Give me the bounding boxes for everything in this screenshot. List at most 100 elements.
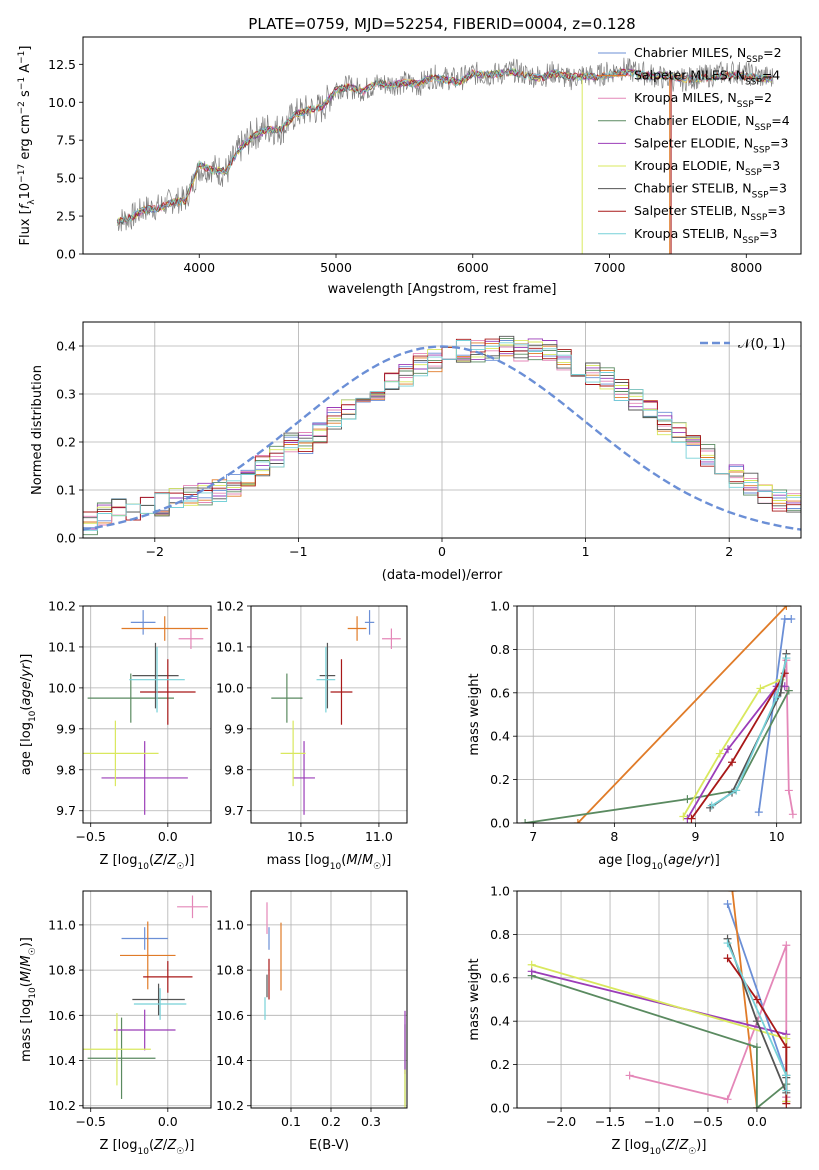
y-tick-label: 0.0 (56, 531, 76, 546)
age-vs-metallicity-panel: −0.5 0.0 9.7 9.8 9.9 10.0 10.1 10.2 Z [log10(Z/Z… (19, 599, 212, 872)
y-tick-label: 0.0 (490, 1101, 510, 1116)
massweight-vs-age-panel: 7 8 9 10 0.0 0.2 0.4 0.6 0.8 1.0 age [log10(age/yr… (467, 599, 802, 872)
massweight-point-marker (707, 801, 716, 810)
x-tick-label: −0.5 (76, 829, 106, 844)
y-tick-label: 9.7 (224, 803, 244, 818)
massweight-point-marker (752, 1017, 761, 1026)
y-tick-label: 10.4 (48, 1053, 76, 1068)
spectrum-y-label: Flux [fλ10−17 erg cm−2 s−1 A−1] (17, 46, 37, 246)
massweight-point-marker (732, 786, 741, 795)
massweight-point-marker (723, 900, 732, 909)
age-vs-Z-x-label: Z [log10(Z/Z☉)] (100, 853, 195, 872)
y-tick-label: 10.0 (48, 680, 76, 695)
massweight-point-marker (573, 819, 582, 823)
y-tick-label: 0.4 (56, 339, 76, 354)
y-tick-label: 0.3 (56, 387, 76, 402)
y-tick-label: 7.5 (56, 133, 76, 148)
x-tick-label: 2 (725, 544, 733, 559)
massweight-point-marker (723, 939, 732, 948)
y-tick-label: 1.0 (490, 599, 510, 614)
y-tick-label: 10.4 (216, 1053, 244, 1068)
mass-vs-metallicity-panel: −0.5 0.0 10.2 10.4 10.6 10.8 11.0 Z [log10(Z/Z☉… (19, 890, 212, 1157)
residuals-x-label: (data-model)/error (382, 568, 503, 583)
y-tick-label: 10.8 (48, 963, 76, 978)
y-tick-label: 10.1 (216, 639, 244, 654)
age-vs-Z-y-label: age [log10(age/yr)] (19, 654, 38, 776)
massweight-vs-age-y-label: mass weight (467, 673, 482, 755)
massweight-point-marker (723, 1095, 732, 1104)
y-tick-label: 10.6 (216, 1008, 244, 1023)
y-tick-label: 11.0 (216, 917, 244, 932)
x-tick-label: −0.5 (693, 1114, 723, 1129)
massweight-point-marker (782, 1071, 791, 1080)
legend-entry: Chabrier ELODIE, NSSP=4 (634, 113, 790, 133)
x-tick-label: 5000 (320, 260, 352, 275)
massweight-series-line (711, 657, 788, 807)
legend-entry: Kroupa MILES, NSSP=2 (634, 90, 772, 110)
massweight-point-marker (679, 812, 688, 821)
x-tick-label: 1 (582, 544, 590, 559)
ebv-x-label: E(B-V) (309, 1138, 349, 1153)
massweight-point-marker (527, 960, 536, 969)
y-tick-label: 10.2 (48, 1098, 76, 1113)
massweight-point-marker (782, 1086, 791, 1095)
x-tick-label: 11.0 (365, 829, 393, 844)
y-tick-label: 10.0 (216, 680, 244, 695)
legend-entry: Kroupa STELIB, NSSP=3 (634, 226, 778, 246)
residual-histogram-series (83, 338, 801, 521)
legend-entry: Chabrier STELIB, NSSP=3 (634, 181, 787, 201)
mass-vs-Z-x-label: Z [log10(Z/Z☉)] (100, 1138, 195, 1157)
figure-title: PLATE=0759, MJD=52254, FIBERID=0004, z=0… (248, 15, 635, 33)
age-vs-mass-panel: 10.5 11.0 9.7 9.8 9.9 10.0 10.1 10.2 mass [log10… (216, 599, 408, 872)
y-tick-label: 0.1 (56, 483, 76, 498)
massweight-vs-Z-x-label: Z [log10(Z/Z☉)] (612, 1138, 707, 1157)
massweight-point-marker (728, 891, 737, 895)
axes-frame (516, 890, 802, 1109)
x-tick-label: −1.5 (595, 1114, 625, 1129)
residual-histogram-series (83, 340, 801, 531)
massweight-series-line (524, 690, 790, 823)
y-tick-label: 9.9 (56, 721, 76, 736)
y-tick-label: 0.8 (490, 927, 510, 942)
massweight-point-marker (752, 995, 761, 1004)
y-tick-label: 2.5 (56, 209, 76, 224)
x-tick-label: 0.3 (361, 1114, 381, 1129)
y-tick-label: 0.4 (490, 729, 510, 744)
y-tick-label: 9.8 (224, 762, 244, 777)
spectrum-panel: 4000 5000 6000 7000 8000 0.0 2.5 5.0 7.5 10.0 12.5… (17, 36, 802, 297)
massweight-point-marker (782, 941, 791, 950)
massweight-point-marker (784, 786, 793, 795)
y-tick-label: 0.2 (490, 772, 510, 787)
massweight-point-marker (715, 749, 724, 758)
y-tick-label: 10.2 (216, 599, 244, 614)
massweight-point-marker (772, 693, 781, 702)
massweight-point-marker (728, 758, 737, 767)
x-tick-label: −1 (289, 544, 307, 559)
x-tick-label: 0.0 (158, 829, 178, 844)
y-tick-label: 9.9 (224, 721, 244, 736)
y-tick-label: 0.6 (490, 685, 510, 700)
massweight-point-marker (787, 615, 796, 624)
x-tick-label: 0.2 (321, 1114, 341, 1129)
massweight-point-marker (782, 606, 791, 610)
y-tick-label: 0.2 (56, 435, 76, 450)
x-tick-label: 6000 (457, 260, 489, 275)
y-tick-label: 10.1 (48, 639, 76, 654)
axes-frame (250, 890, 408, 1109)
massweight-point-marker (723, 745, 732, 754)
massweight-point-marker (683, 795, 692, 804)
legend-entry: Kroupa ELODIE, NSSP=3 (634, 158, 780, 178)
residuals-y-label: Normed distribution (30, 365, 45, 495)
legend-entry: Salpeter MILES, NSSP=4 (634, 68, 780, 88)
axes-frame (82, 605, 212, 824)
axes-frame (250, 605, 408, 824)
massweight-point-marker (723, 954, 732, 963)
y-tick-label: 9.7 (56, 803, 76, 818)
x-tick-label: 0.0 (158, 1114, 178, 1129)
legend: Chabrier MILES, NSSP=2 Salpeter MILES, NS… (598, 45, 790, 246)
x-tick-label: 10 (769, 829, 785, 844)
y-tick-label: 1.0 (490, 884, 510, 899)
massweight-point-marker (782, 1099, 791, 1108)
massweight-vs-metallicity-panel: −2.0 −1.5 −1.0 −0.5 0.0 0.0 0.2 0.4 0.6 0.8 1.0 Z [… (467, 884, 802, 1157)
